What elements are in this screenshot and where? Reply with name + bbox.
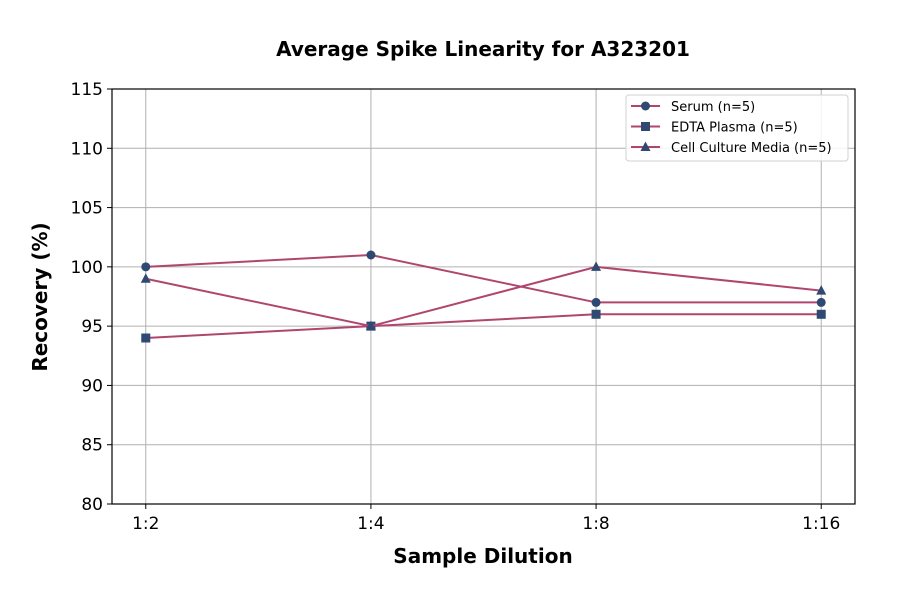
plot-frame xyxy=(111,88,856,505)
legend-label: EDTA Plasma (n=5) xyxy=(671,121,798,136)
y-tick-label: 85 xyxy=(81,436,103,456)
x-tick-label: 1:2 xyxy=(132,514,159,534)
circle-marker xyxy=(141,262,151,272)
triangle-marker xyxy=(140,273,151,283)
y-tick-label: 100 xyxy=(71,258,103,278)
x-tick-label: 1:8 xyxy=(582,514,609,534)
series-line xyxy=(145,265,822,328)
x-axis-label: Sample Dilution xyxy=(393,544,572,568)
legend: Serum (n=5) EDTA Plasma (n=5) Cell Culture… xyxy=(625,94,849,162)
triangle-marker xyxy=(591,261,602,271)
circle-marker xyxy=(816,297,826,307)
y-tick-label: 110 xyxy=(71,139,103,159)
triangle-marker xyxy=(816,285,827,295)
y-axis-label: Recovery (%) xyxy=(28,222,52,371)
triangle-marker xyxy=(640,141,651,151)
square-marker xyxy=(816,309,826,319)
x-tick-label: 1:16 xyxy=(802,514,840,534)
y-tick-label: 105 xyxy=(71,199,103,219)
triangle-marker xyxy=(365,320,376,331)
y-tick-label: 80 xyxy=(81,495,103,515)
square-marker xyxy=(641,122,650,131)
square-marker xyxy=(141,333,151,343)
legend-label: Serum (n=5) xyxy=(671,100,755,115)
series-line xyxy=(145,313,822,339)
y-tick-label: 90 xyxy=(81,376,103,396)
circle-marker xyxy=(591,297,601,307)
chart-title: Average Spike Linearity for A323201 xyxy=(276,37,690,61)
legend-label: Cell Culture Media (n=5) xyxy=(671,141,832,156)
legend-box xyxy=(625,94,849,162)
circle-marker xyxy=(641,101,650,111)
y-tick-label: 95 xyxy=(81,317,103,337)
series-line xyxy=(145,253,822,304)
square-marker xyxy=(591,309,601,319)
circle-marker xyxy=(366,250,376,260)
y-tick-label: 115 xyxy=(71,80,103,100)
x-tick-label: 1:4 xyxy=(357,514,384,534)
